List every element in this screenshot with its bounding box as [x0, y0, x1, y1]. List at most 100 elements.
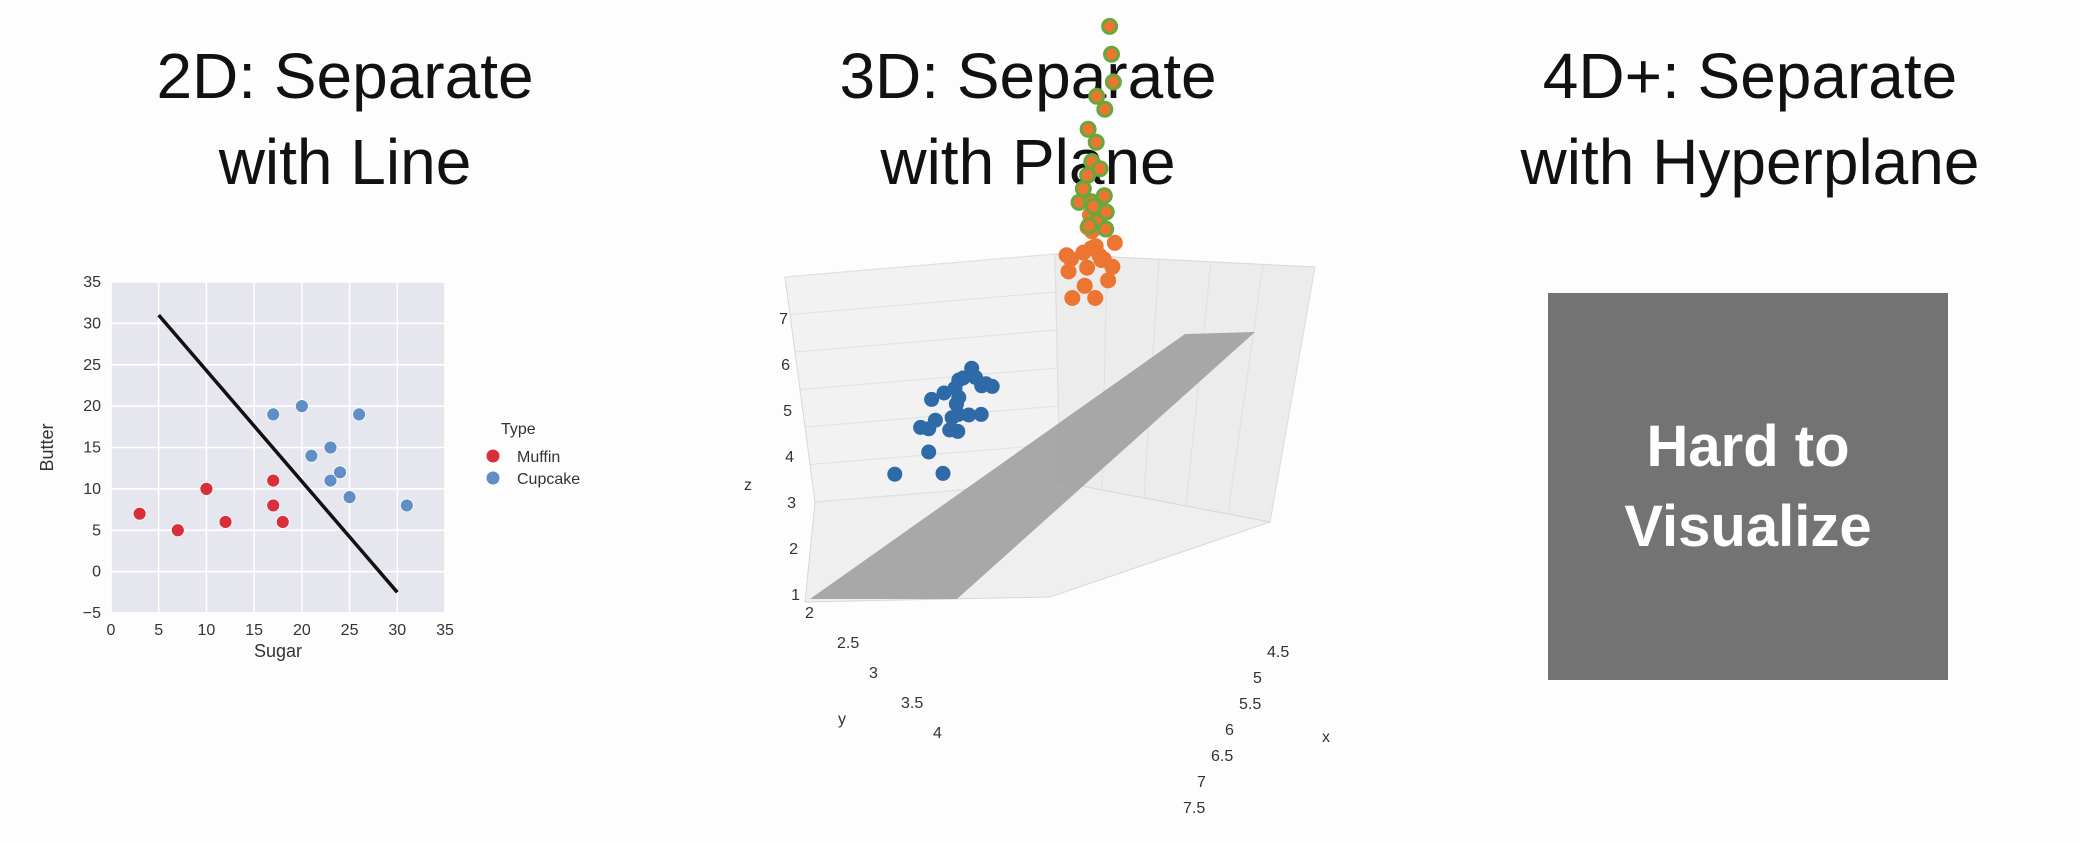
data-point-green [1080, 217, 1098, 235]
y-tick-label: 30 [83, 315, 101, 332]
data-point-green [1101, 17, 1119, 35]
data-point-cupcake [294, 399, 309, 414]
data-point-green [1079, 120, 1097, 138]
legend-label-cupcake: Cupcake [517, 471, 580, 488]
title-3d-line2: with Plane [880, 126, 1176, 198]
data-point-green [1103, 45, 1120, 63]
x-tick-label: 5 [1253, 670, 1262, 687]
legend-label-muffin: Muffin [517, 449, 560, 466]
y-axis-label: Butter [37, 423, 57, 471]
data-point-blue [924, 391, 940, 407]
y-tick-label: 35 [83, 274, 101, 291]
z-tick-label: 7 [779, 311, 788, 328]
x-tick-label: 0 [107, 622, 116, 639]
hard-to-visualize-box: Hard to Visualize [1548, 293, 1948, 680]
y-axis-label: y [838, 711, 846, 728]
title-3d-line1: 3D: Separate [839, 40, 1217, 112]
x-tick-label: 5.5 [1239, 696, 1261, 713]
y-tick-label: 3 [869, 665, 878, 682]
title-4d-line1: 4D+: Separate [1542, 40, 1958, 112]
data-point-green [1104, 73, 1122, 91]
data-point-cupcake [266, 407, 281, 422]
y-tick-label: 20 [83, 398, 101, 415]
title-4d: 4D+: Separate with Hyperplane [1440, 33, 2060, 205]
data-point-green [1095, 187, 1113, 205]
x-tick-label: 5 [154, 622, 163, 639]
x-tick-label: 30 [388, 622, 406, 639]
data-point-green [1087, 133, 1105, 151]
data-point-blue [973, 406, 989, 422]
grid-line [1185, 261, 1212, 507]
data-point-blue [951, 372, 967, 388]
title-2d: 2D: Separate with Line [35, 33, 655, 205]
data-point-muffin [266, 473, 281, 488]
legend-title: Type [501, 421, 536, 438]
x-tick-label: 7.5 [1183, 800, 1205, 817]
x-tick-label: 4.5 [1267, 644, 1289, 661]
x-tick-label: 35 [436, 622, 454, 639]
grid-line [1269, 266, 1316, 523]
x-tick-label: 7 [1197, 774, 1206, 791]
data-point-orange [1087, 290, 1104, 306]
data-point-blue [961, 407, 977, 423]
x-tick-label: 20 [293, 622, 311, 639]
x-tick-label: 15 [245, 622, 263, 639]
y-tick-label: 2 [805, 605, 814, 622]
legend-marker-muffin [486, 449, 500, 463]
data-point-cupcake [323, 440, 338, 455]
x-tick-label: 10 [198, 622, 216, 639]
hard-text-line2: Visualize [1624, 493, 1872, 559]
data-point-muffin [275, 515, 290, 529]
x-axis-label: Sugar [254, 641, 302, 661]
data-point-muffin [266, 498, 281, 513]
title-2d-line2: with Line [218, 126, 472, 198]
y-tick-label: 4 [933, 725, 942, 742]
data-point-cupcake [304, 448, 319, 463]
data-point-cupcake [352, 407, 367, 422]
z-tick-label: 4 [785, 449, 794, 466]
title-4d-line2: with Hyperplane [1520, 126, 1980, 198]
z-tick-label: 5 [783, 403, 792, 420]
data-point-muffin [132, 506, 147, 521]
data-point-muffin [218, 515, 233, 529]
data-point-muffin [170, 523, 185, 538]
grid-line [794, 329, 1057, 353]
z-axis-label: z [744, 477, 752, 494]
data-point-orange [1100, 272, 1117, 289]
data-point-orange [1062, 251, 1079, 267]
y-tick-label: 15 [83, 440, 101, 457]
hard-text-line1: Hard to [1646, 413, 1850, 479]
y-tick-label: 2.5 [837, 635, 859, 652]
data-point-cupcake [342, 490, 357, 505]
data-point-green [1074, 180, 1092, 198]
scatter-chart-2d: 0 5 10 15 20 25 30 35 −5 0 5 10 15 20 25 30 35 Sugar Butte… [37, 274, 580, 661]
z-tick-label: 2 [789, 541, 798, 558]
grid-line [784, 253, 1056, 278]
data-point-cupcake [323, 473, 338, 488]
data-point-orange [1079, 259, 1096, 276]
grid-line [799, 367, 1058, 390]
z-tick-label: 1 [791, 587, 800, 604]
y-tick-label: 3.5 [901, 695, 923, 712]
grid-line [1227, 264, 1264, 515]
data-point-green [1096, 100, 1114, 118]
data-point-blue [968, 369, 983, 385]
title-2d-line1: 2D: Separate [156, 40, 534, 112]
data-point-orange [1064, 290, 1081, 306]
data-point-cupcake [333, 465, 347, 480]
data-point-blue [921, 444, 937, 460]
y-tick-label: 5 [92, 522, 101, 539]
data-point-blue [935, 465, 951, 481]
data-point-blue [913, 419, 929, 435]
y-tick-label: 25 [83, 357, 101, 374]
z-tick-label: 6 [781, 357, 790, 374]
y-tick-label: 10 [83, 481, 101, 498]
y-tick-label: 0 [92, 564, 101, 581]
data-point-green [1091, 160, 1109, 178]
data-point-orange [1076, 277, 1093, 294]
data-point-green [1097, 203, 1115, 221]
data-point-muffin [199, 481, 214, 496]
title-3d: 3D: Separate with Plane [718, 33, 1338, 205]
y-tick-label: −5 [83, 605, 101, 622]
x-axis-label: x [1322, 729, 1330, 746]
